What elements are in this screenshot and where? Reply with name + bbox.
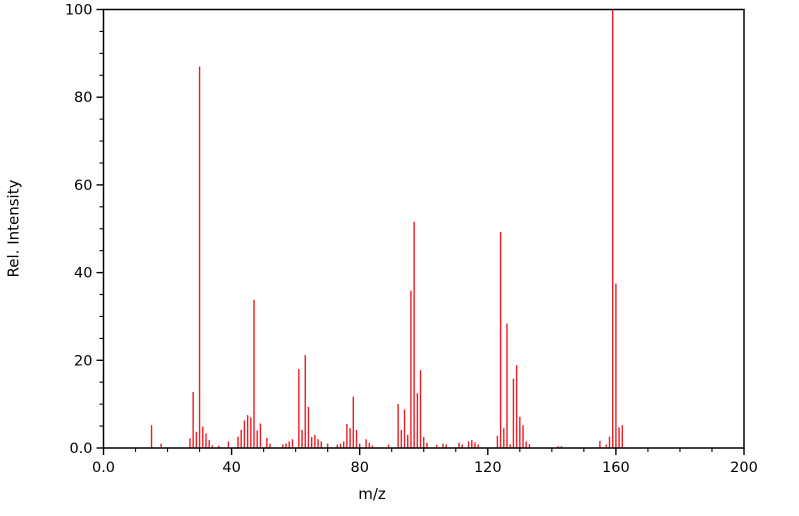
- x-tick-labels: 0.0 40 80 120 160 200: [92, 460, 758, 476]
- x-tick-label-200: 200: [730, 460, 758, 476]
- y-tick-label-100: 100: [65, 3, 93, 19]
- y-tick-label-60: 60: [74, 178, 92, 194]
- x-tick-label-80: 80: [350, 460, 368, 476]
- y-axis-title: Rel. Intensity: [4, 179, 23, 278]
- y-tick-labels: 0.0 20 40 60 80 100: [65, 3, 93, 458]
- x-tick-label-0.0: 0.0: [92, 460, 115, 476]
- minor-ticks: [99, 30, 713, 452]
- x-tick-label-160: 160: [602, 460, 630, 476]
- y-tick-label-40: 40: [74, 266, 92, 282]
- major-ticks: [96, 8, 745, 455]
- x-axis-title: m/z: [358, 485, 386, 503]
- y-tick-label-20: 20: [74, 353, 92, 369]
- plot-frame: [102, 8, 745, 449]
- spectrum-peaks: [150, 9, 624, 448]
- x-tick-label-40: 40: [222, 460, 240, 476]
- y-tick-label-0.0: 0.0: [69, 441, 92, 457]
- x-tick-label-120: 120: [474, 460, 502, 476]
- y-tick-label-80: 80: [74, 90, 92, 106]
